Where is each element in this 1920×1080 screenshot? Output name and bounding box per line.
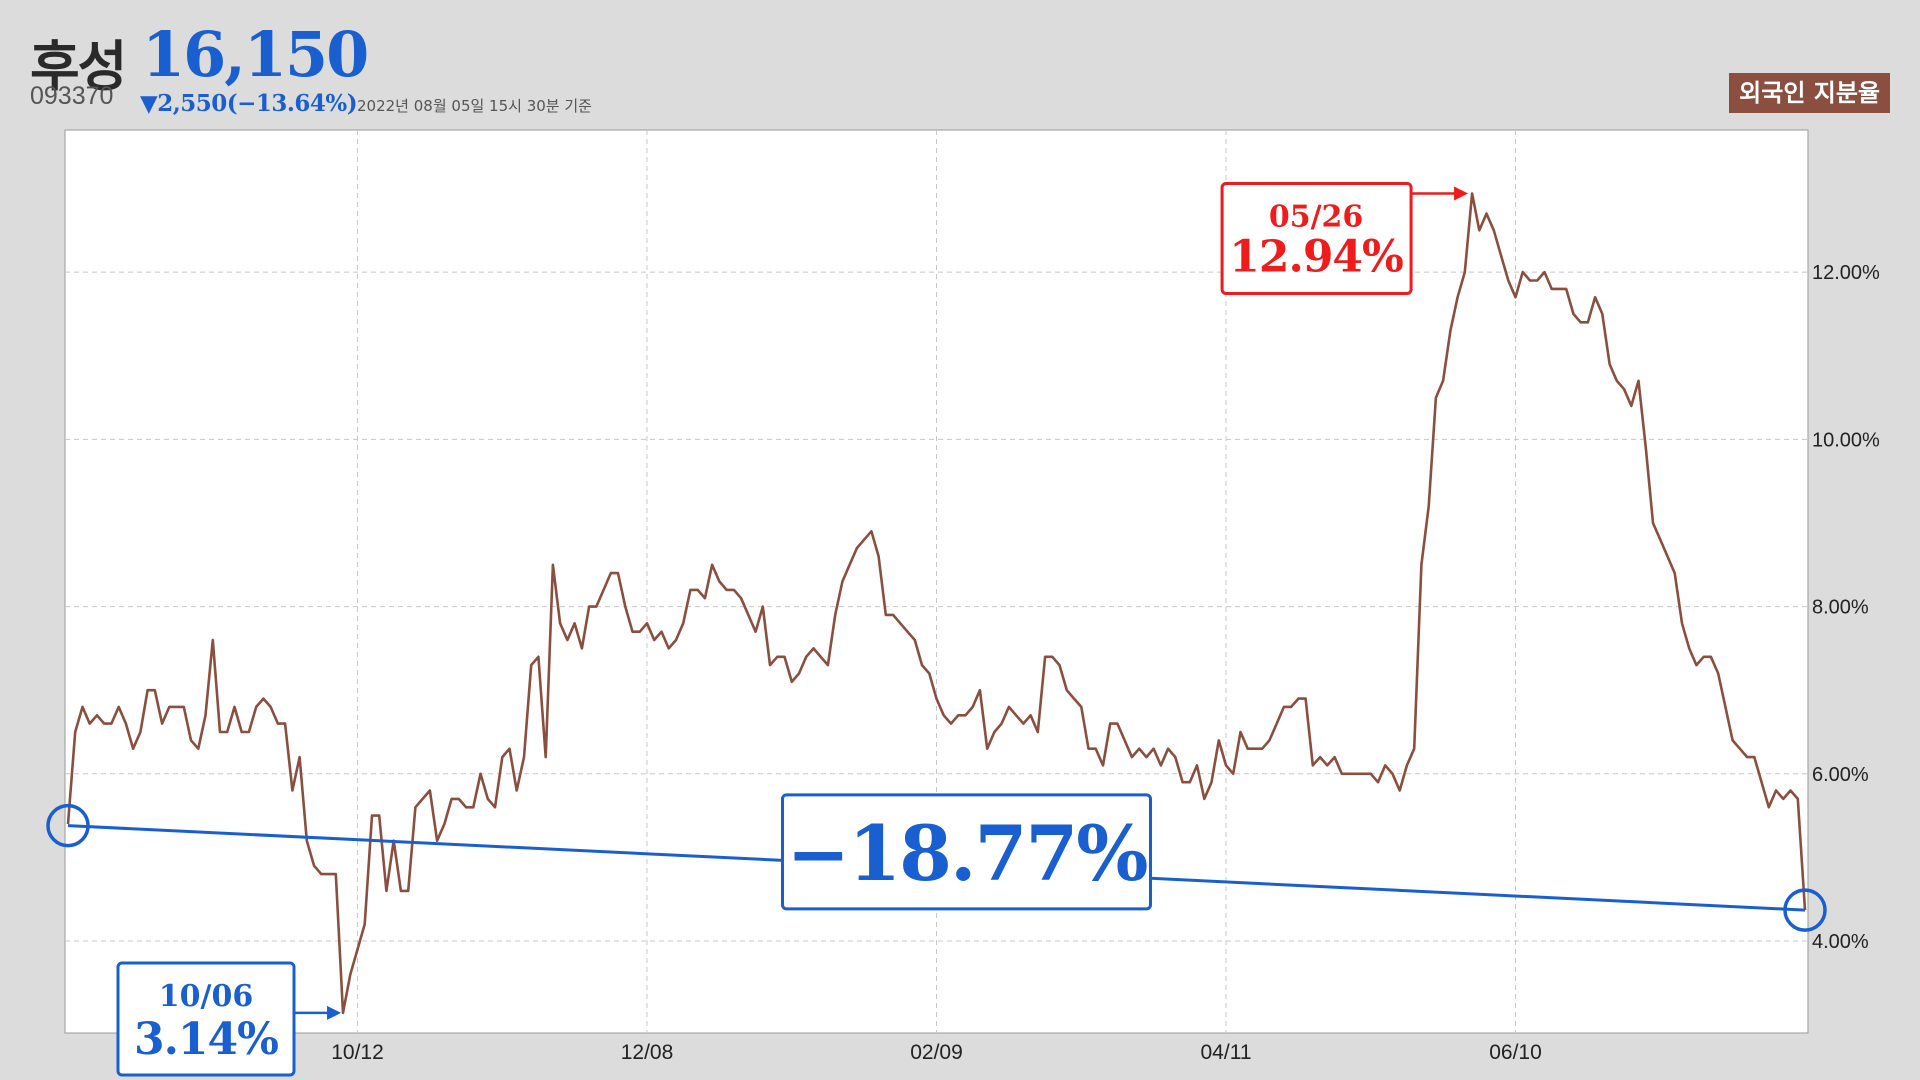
change-callout	[781, 793, 1152, 911]
trend-end-marker	[1783, 888, 1827, 932]
stock-price: 16,150	[142, 18, 369, 91]
y-tick-label: 4.00%	[1812, 931, 1869, 953]
price-change: ▼2,550(−13.64%)	[140, 90, 358, 117]
low-arrow-head	[327, 1005, 342, 1020]
high-arrow-head	[1454, 186, 1469, 201]
x-tick-label: 10/12	[331, 1041, 384, 1064]
y-tick-label: 6.00%	[1812, 764, 1869, 786]
x-tick-label: 12/08	[621, 1041, 674, 1064]
y-tick-label: 12.00%	[1812, 262, 1880, 284]
y-tick-label: 10.00%	[1812, 429, 1880, 451]
high-date: 05/26	[1269, 200, 1363, 235]
foreign-ownership-badge: 외국인 지분율	[1729, 73, 1890, 113]
series-line	[66, 192, 1807, 1015]
change-value: −18.77%	[787, 809, 1148, 898]
high-callout	[1220, 182, 1413, 296]
y-tick-label: 8.00%	[1812, 597, 1869, 619]
low-value: 3.14%	[134, 1014, 278, 1065]
x-tick-label: 02/09	[910, 1041, 963, 1064]
timestamp: 2022년 08월 05일 15시 30분 기준	[357, 97, 592, 115]
x-tick-label: 04/11	[1201, 1041, 1252, 1064]
trend-start-marker	[46, 803, 90, 848]
high-value: 12.94%	[1229, 232, 1403, 283]
low-date: 10/06	[159, 979, 253, 1014]
stock-name: 후성	[30, 35, 127, 98]
x-tick-label: 06/10	[1489, 1041, 1542, 1064]
stock-code: 093370	[30, 82, 114, 110]
low-callout	[116, 961, 296, 1077]
